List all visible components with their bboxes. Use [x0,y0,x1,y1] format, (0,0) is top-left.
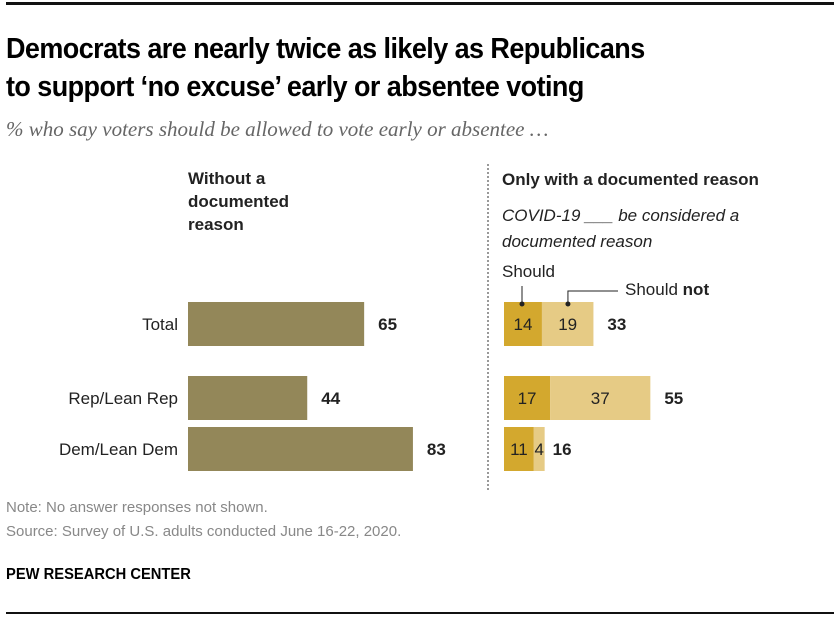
bar-should-label: 11 [510,440,528,459]
chart-title: Democrats are nearly twice as likely as … [6,30,778,106]
bar-should-not [541,302,594,346]
bar-total-label: 33 [607,315,626,334]
source-text: Source: Survey of U.S. adults conducted … [6,523,402,540]
bottom-rule [6,612,834,614]
category-label: Rep/Lean Rep [68,389,178,408]
bar-should-not [550,376,651,420]
brand-logo-text: PEW RESEARCH CENTER [6,566,191,583]
legend-should: Should [502,262,555,281]
bar-should [504,376,551,420]
bar-value-label: 83 [427,440,446,459]
legend-should-not-prefix: Should [625,280,678,299]
panel-divider [487,164,489,490]
bar-should-not-label: 37 [591,389,610,408]
left-panel-header: Without a documented reason [188,169,290,234]
bar-total-label: 16 [553,440,572,459]
bar-should-label: 17 [518,389,537,408]
bar-should-not-label: 4 [534,440,543,459]
legend-should-not-bold: not [682,280,710,299]
title-line-2: to support ‘no excuse’ early or absentee… [6,71,584,103]
bar-should-not-label: 19 [558,315,577,334]
bar-value-label: 65 [378,315,397,334]
legend-should-not-dot [565,301,571,307]
bar-should [504,302,542,346]
category-label: Dem/Lean Dem [59,440,178,459]
bar-total-label: 55 [664,389,683,408]
bar-should-label: 14 [514,315,533,334]
bar-should [504,427,534,471]
chart-subtitle: % who say voters should be allowed to vo… [6,117,549,141]
legend-should-dot [519,301,525,307]
bar-without-reason [188,427,413,471]
right-panel-header: Only with a documented reason [502,170,759,189]
legend-should-not-leader [567,290,618,304]
title-line-1: Democrats are nearly twice as likely as … [6,33,645,65]
category-label: Total [142,315,178,334]
bar-should-not [533,427,545,471]
footer-notes: Note: No answer responses not shown. Sou… [6,496,401,544]
top-rule [6,2,834,5]
bar-value-label: 44 [321,389,340,408]
legend-should-not: Should not [625,280,709,300]
bar-without-reason [188,302,365,346]
note-text: Note: No answer responses not shown. [6,499,268,516]
right-panel-subheader: COVID-19 ___ be considered a documented … [502,206,740,251]
bar-without-reason [188,376,308,420]
